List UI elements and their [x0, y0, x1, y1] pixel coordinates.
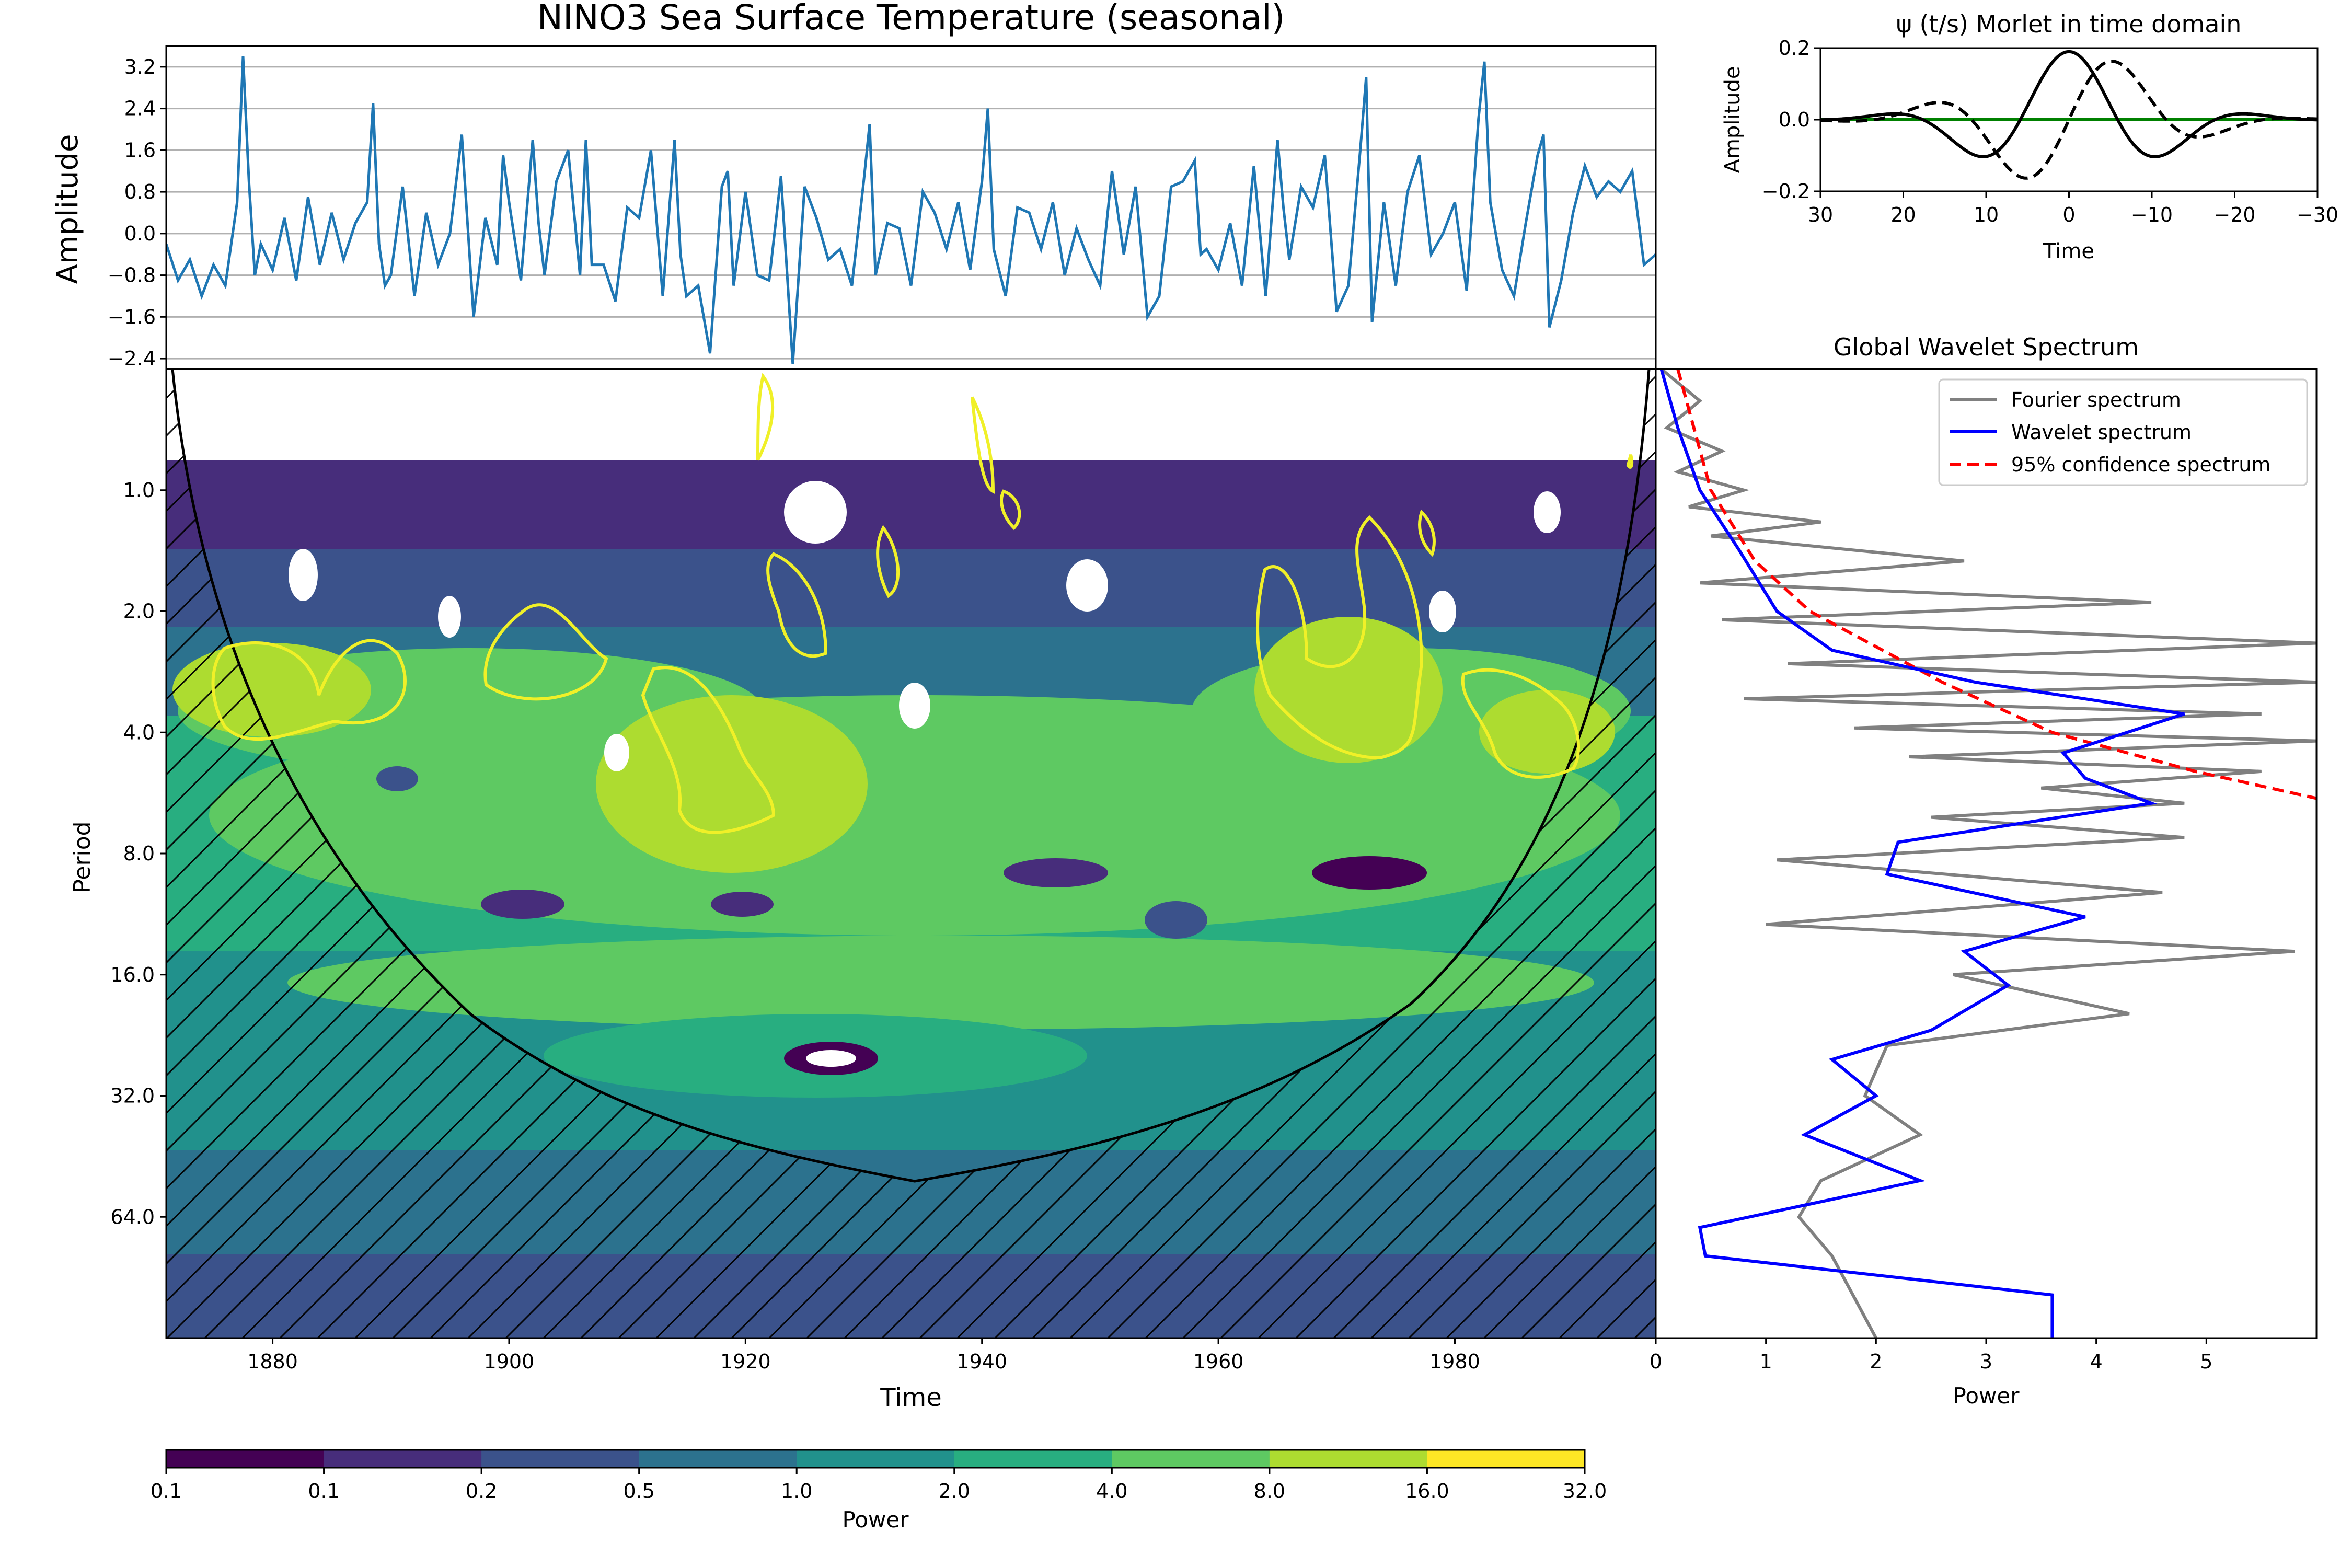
colorbar-swatch: [324, 1450, 482, 1468]
wavelet-ytick-label: 4.0: [123, 721, 155, 744]
global-xtick-label: 2: [1870, 1350, 1882, 1373]
fourier-spectrum-line: [1660, 369, 2316, 1338]
global-xtick-label: 0: [1650, 1350, 1662, 1373]
wavelet-ytick-label: 2.0: [123, 600, 155, 623]
wavelet-xtick-label: 1940: [956, 1350, 1007, 1373]
colorbar-tick-label: 0.1: [308, 1480, 339, 1503]
morlet-xtick-label: −20: [2213, 203, 2255, 226]
wavelet-ytick-label: 64.0: [110, 1205, 155, 1228]
morlet-ytick-label: 0.0: [1779, 108, 1810, 131]
colorbar-tick-label: 0.2: [466, 1480, 497, 1503]
morlet-ytick-label: −0.2: [1762, 180, 1810, 203]
legend-box: [1938, 378, 2308, 486]
colorbar-label: Power: [843, 1507, 909, 1532]
wavelet-xtick-label: 1880: [247, 1350, 298, 1373]
colorbar-swatch: [639, 1450, 798, 1468]
wavelet-ytick-label: 1.0: [123, 479, 155, 502]
colorbar-tick-label: 2.0: [939, 1480, 970, 1503]
colorbar-tick-label: 0.5: [623, 1480, 654, 1503]
global-legend: Fourier spectrum Wavelet spectrum 95% co…: [1938, 378, 2308, 486]
timeseries-yticks: 3.2 2.4 1.6 0.8 0.0 −0.8 −1.6 −2.4: [108, 55, 166, 370]
global-panel: Global Wavelet Spectrum 0 1 2 3 4 5 Power Fou…: [1650, 333, 2318, 1409]
global-frame: [1655, 368, 2318, 1339]
timeseries-panel: NINO3 Sea Surface Temperature (seasonal)…: [51, 0, 1657, 370]
colorbar-ticks: 0.1 0.1 0.2 0.5 1.0 2.0 4.0 8.0 16.0 32.0: [151, 1468, 1607, 1503]
colorbar-swatch: [1427, 1450, 1585, 1468]
morlet-xtick-label: 0: [2062, 203, 2075, 226]
timeseries-title: NINO3 Sea Surface Temperature (seasonal): [537, 0, 1285, 38]
timeseries-ytick-label: −2.4: [108, 347, 156, 370]
morlet-frame: [1819, 47, 2319, 192]
timeseries-ytick-label: 0.8: [124, 180, 156, 203]
morlet-ytick-label: 0.2: [1779, 37, 1810, 60]
timeseries-ytick-label: 0.0: [124, 222, 156, 245]
legend-label-confidence: 95% confidence spectrum: [2011, 453, 2270, 476]
cone-of-influence-hatch: [166, 369, 1656, 1338]
colorbar-tick-label: 32.0: [1563, 1480, 1607, 1503]
morlet-xticks: 30 20 10 0 −10 −20 −30: [1808, 191, 2338, 226]
significance-contours: [211, 373, 1634, 834]
wavelet-xticks: 1880 1900 1920 1940 1960 1980: [247, 1338, 1480, 1373]
cone-of-influence-line: [171, 369, 1651, 1183]
timeseries-ytick-label: −1.6: [108, 305, 156, 328]
timeseries-ytick-label: 1.6: [124, 139, 156, 162]
timeseries-line: [166, 56, 1656, 364]
timeseries-ytick-label: 3.2: [124, 55, 156, 78]
colorbar-frame: [165, 1449, 1586, 1469]
wavelet-xtick-label: 1960: [1193, 1350, 1244, 1373]
colorbar-swatch: [797, 1450, 955, 1468]
morlet-xtick-label: 20: [1890, 203, 1916, 226]
wavelet-ytick-label: 8.0: [123, 842, 155, 865]
timeseries-frame: [165, 45, 1657, 370]
wavelet-ytick-label: 16.0: [110, 963, 155, 986]
timeseries-ytick-label: 2.4: [124, 97, 156, 120]
global-xtick-label: 3: [1980, 1350, 1992, 1373]
morlet-xtick-label: −30: [2297, 203, 2338, 226]
global-title: Global Wavelet Spectrum: [1834, 333, 2139, 361]
colorbar: 0.1 0.1 0.2 0.5 1.0 2.0 4.0 8.0 16.0 32.0 Power: [151, 1449, 1607, 1532]
colorbar-tick-label: 1.0: [781, 1480, 812, 1503]
morlet-title: ψ (t/s) Morlet in time domain: [1896, 10, 2242, 38]
colorbar-swatch: [166, 1450, 325, 1468]
wavelet-spectrum-line: [1659, 369, 2185, 1338]
wavelet-xtick-label: 1900: [484, 1350, 535, 1373]
morlet-ylabel: Amplitude: [1721, 66, 1745, 174]
wavelet-ytick-label: 32.0: [110, 1085, 155, 1108]
legend-label-wavelet: Wavelet spectrum: [2011, 421, 2192, 444]
colorbar-tick-label: 8.0: [1254, 1480, 1285, 1503]
wavelet-xlabel: Time: [880, 1383, 941, 1412]
legend-label-fourier: Fourier spectrum: [2011, 388, 2181, 411]
wavelet-yticks: 1.0 2.0 4.0 8.0 16.0 32.0 64.0: [110, 479, 166, 1228]
morlet-real-line: [1820, 50, 2318, 158]
timeseries-ylabel: Amplitude: [51, 134, 85, 284]
timeseries-ytick-label: −0.8: [108, 264, 156, 287]
global-xtick-label: 1: [1760, 1350, 1772, 1373]
wavelet-ylabel: Period: [69, 821, 96, 893]
morlet-xlabel: Time: [2043, 239, 2094, 263]
colorbar-tick-label: 16.0: [1405, 1480, 1449, 1503]
global-xticks: 0 1 2 3 4 5: [1650, 1338, 2212, 1373]
wavelet-panel: 1880 1900 1920 1940 1960 1980 1.0 2.0 4.0 8.0 16.…: [69, 368, 1657, 1412]
global-xtick-label: 5: [2200, 1350, 2212, 1373]
morlet-panel: ψ (t/s) Morlet in time domain 30 20 10 0 −10…: [1721, 10, 2338, 263]
global-xlabel: Power: [1953, 1383, 2020, 1409]
colorbar-swatch: [481, 1450, 640, 1468]
wavelet-xtick-label: 1980: [1429, 1350, 1480, 1373]
colorbar-swatches: [166, 1450, 1585, 1468]
wavelet-xtick-label: 1920: [720, 1350, 771, 1373]
wavelet-power-field: [166, 369, 1656, 1338]
colorbar-swatch: [954, 1450, 1113, 1468]
morlet-yticks: 0.2 0.0 −0.2: [1762, 37, 1820, 203]
timeseries-gridlines: [166, 66, 1656, 360]
confidence-spectrum-line: [1676, 369, 2316, 800]
global-xtick-label: 4: [2090, 1350, 2103, 1373]
colorbar-tick-label: 4.0: [1096, 1480, 1127, 1503]
morlet-xtick-label: 10: [1974, 203, 1999, 226]
colorbar-tick-label: 0.1: [151, 1480, 182, 1503]
morlet-xtick-label: −10: [2131, 203, 2173, 226]
colorbar-swatch: [1269, 1450, 1428, 1468]
colorbar-swatch: [1112, 1450, 1270, 1468]
morlet-xtick-label: 30: [1808, 203, 1833, 226]
